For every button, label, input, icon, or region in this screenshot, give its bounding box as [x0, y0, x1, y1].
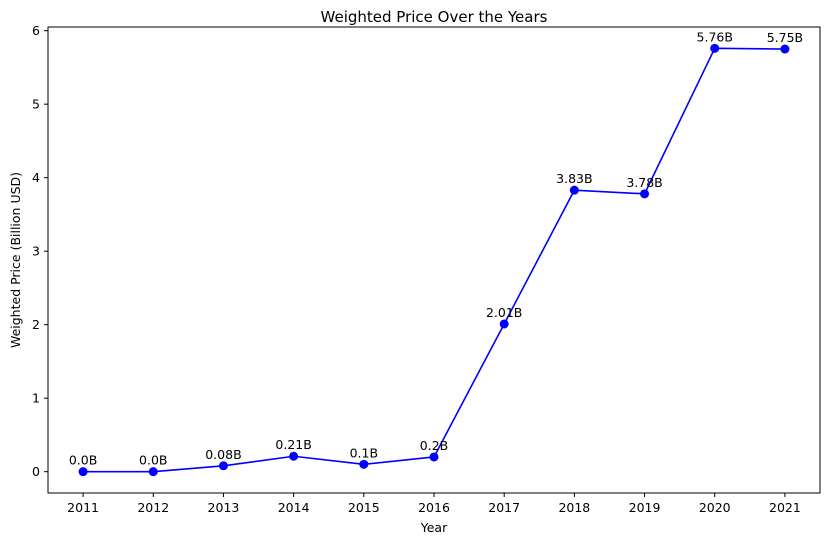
plot-area: 2011 2012 2013 2014 2015 2016 2017 2018 2019 2020… [32, 23, 821, 515]
data-label: 5.76B [697, 29, 733, 44]
data-point [359, 459, 369, 469]
data-point [569, 185, 579, 195]
data-point [289, 451, 299, 461]
y-axis-label: Weighted Price (Billion USD) [8, 172, 23, 348]
data-label: 0.2B [420, 438, 448, 453]
data-point [218, 461, 228, 471]
data-label: 0.0B [69, 453, 97, 468]
y-tick-label: 0 [32, 464, 40, 479]
x-tick-label: 2014 [278, 500, 310, 515]
y-tick-label: 6 [32, 23, 40, 38]
x-tick-label: 2015 [348, 500, 380, 515]
data-label: 5.75B [767, 30, 803, 45]
data-point [429, 452, 439, 462]
x-tick-label: 2017 [488, 500, 520, 515]
data-point [780, 44, 790, 54]
data-label: 0.0B [139, 453, 167, 468]
x-axis-label: Year [420, 520, 448, 535]
axes-frame [47, 26, 821, 494]
x-tick-label: 2020 [699, 500, 731, 515]
x-tick-label: 2019 [629, 500, 661, 515]
data-label: 0.21B [275, 437, 311, 452]
data-point [640, 189, 650, 199]
y-tick-label: 3 [32, 244, 40, 259]
data-point [148, 467, 158, 477]
data-label: 3.78B [626, 175, 662, 190]
data-point [710, 43, 720, 53]
chart-title: Weighted Price Over the Years [321, 8, 548, 26]
data-point [78, 467, 88, 477]
y-tick-label: 1 [32, 391, 40, 406]
data-label: 3.83B [556, 171, 592, 186]
y-tick-label: 2 [32, 317, 40, 332]
x-tick-label: 2018 [558, 500, 590, 515]
x-tick-label: 2013 [208, 500, 240, 515]
data-label: 0.08B [205, 447, 241, 462]
y-tick-label: 5 [32, 97, 40, 112]
data-label: 2.01B [486, 305, 522, 320]
x-tick-label: 2011 [67, 500, 99, 515]
y-tick-label: 4 [32, 170, 40, 185]
data-point [499, 319, 509, 329]
x-tick-label: 2012 [137, 500, 169, 515]
x-tick-label: 2016 [418, 500, 450, 515]
x-tick-label: 2021 [769, 500, 801, 515]
data-label: 0.1B [350, 445, 378, 460]
